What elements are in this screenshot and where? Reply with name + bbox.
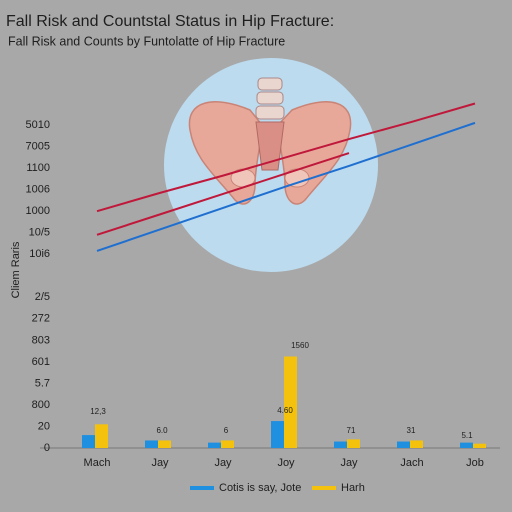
bar xyxy=(95,424,108,448)
x-tick-label: Jay xyxy=(340,457,358,469)
bar-annotation: 12,3 xyxy=(90,407,106,416)
y-tick-label: 2/5 xyxy=(35,291,50,303)
bar xyxy=(397,441,410,448)
y-tick-label: 10/5 xyxy=(29,227,50,239)
bar xyxy=(410,440,423,448)
bar-annotation: 71 xyxy=(347,426,356,435)
x-tick-label: Joy xyxy=(277,457,295,469)
x-tick-label: Jach xyxy=(400,457,423,469)
y-tick-label: 601 xyxy=(32,356,50,368)
y-tick-label: 272 xyxy=(32,313,50,325)
y-tick-label: 1006 xyxy=(26,184,50,196)
x-tick-label: Job xyxy=(466,457,484,469)
y-tick-label: 0 xyxy=(44,442,50,454)
vertebra xyxy=(255,105,285,120)
trend-line xyxy=(96,102,476,213)
bar-annotation: 6 xyxy=(224,426,229,435)
y-tick-label: 5010 xyxy=(26,119,50,131)
bar xyxy=(145,440,158,448)
bar xyxy=(208,442,221,448)
y-axis-label: Cliem Raris xyxy=(10,241,22,298)
vertebra xyxy=(257,77,283,91)
bar xyxy=(347,439,360,448)
y-tick-label: 20 xyxy=(38,420,50,432)
chart-subtitle: Fall Risk and Counts by Funtolatte of Hi… xyxy=(8,34,285,48)
vertebra xyxy=(256,91,284,105)
y-tick-label: 1100 xyxy=(26,162,50,174)
bar xyxy=(460,442,473,448)
bar xyxy=(158,440,171,448)
pelvis-illustration xyxy=(164,58,378,272)
legend-label: Cotis is say, Jote xyxy=(219,482,301,494)
x-tick-label: Jay xyxy=(214,457,232,469)
bar xyxy=(82,435,95,448)
y-tick-label: 803 xyxy=(32,334,50,346)
bar-annotation: 4.60 xyxy=(277,406,293,415)
x-tick-label: Jay xyxy=(151,457,169,469)
bar-annotation: 5.1 xyxy=(461,431,473,440)
bar-annotation: 31 xyxy=(407,426,416,435)
y-tick-label: 10i6 xyxy=(29,248,50,260)
y-tick-label: 800 xyxy=(32,399,50,411)
bar xyxy=(221,440,234,448)
bar xyxy=(284,356,297,448)
bar-annotation: 1560 xyxy=(291,341,309,350)
y-tick-label: 1000 xyxy=(26,205,50,217)
bar xyxy=(473,443,486,448)
y-tick-label: 7005 xyxy=(26,140,50,152)
bar xyxy=(334,441,347,448)
chart-title: Fall Risk and Countstal Status in Hip Fr… xyxy=(6,13,334,30)
bar-annotation: 6.0 xyxy=(156,426,168,435)
legend-label: Harh xyxy=(341,482,365,494)
trend-line xyxy=(96,121,476,252)
bar xyxy=(271,421,284,448)
x-tick-label: Mach xyxy=(84,457,111,469)
sacrum xyxy=(255,121,285,171)
trend-line xyxy=(96,152,350,236)
y-tick-label: 5.7 xyxy=(35,377,50,389)
